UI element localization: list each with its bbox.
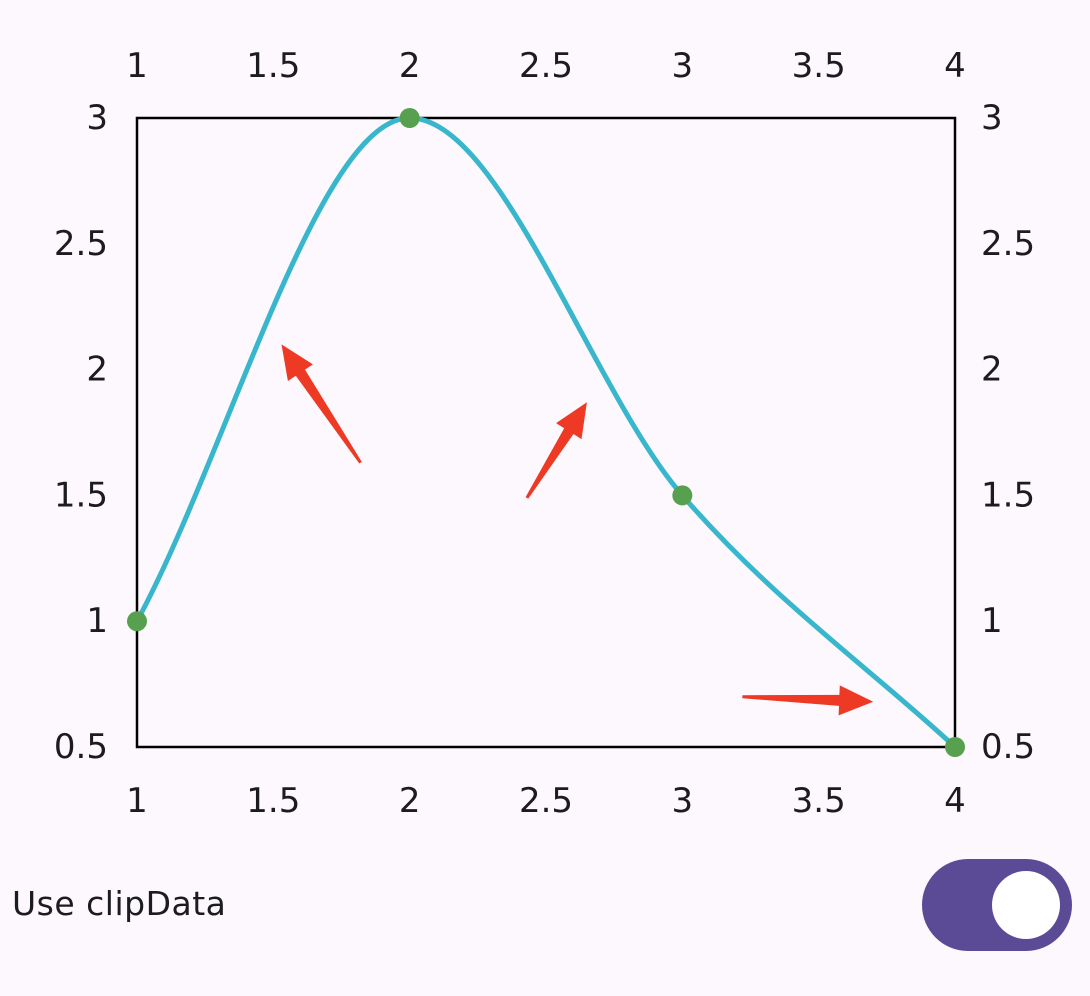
clip-data-switch[interactable] — [922, 859, 1072, 951]
plot-frame — [135, 116, 957, 749]
annotation-arrow-2 — [525, 402, 587, 499]
x-tick-label-top: 3.5 — [792, 46, 846, 86]
y-tick-label-left: 1.5 — [54, 475, 108, 515]
switch-thumb — [992, 871, 1060, 939]
line-chart: 1 1 1.5 1.5 2 2 2.5 2.5 3 3 3.5 3.5 4 4 0.5 0.5 1 1 1.5 1.5… — [54, 46, 1035, 821]
x-tick-label-bottom: 3 — [672, 781, 694, 821]
y-tick-label-right: 3 — [981, 98, 1003, 138]
annotation-layer — [281, 344, 874, 716]
x-tick-label-bottom: 3.5 — [792, 781, 846, 821]
x-tick-label-bottom: 1.5 — [246, 781, 300, 821]
series-line — [134, 115, 958, 750]
clip-data-label: Use clipData — [12, 884, 227, 923]
data-point-3 — [672, 485, 693, 506]
y-tick-label-right: 0.5 — [981, 727, 1035, 767]
y-tick-label-left: 3 — [86, 98, 108, 138]
x-tick-label-top: 1 — [126, 46, 148, 86]
y-tick-label-right: 1.5 — [981, 475, 1035, 515]
y-tick-label-left: 2.5 — [54, 224, 108, 264]
data-points — [127, 108, 965, 757]
y-tick-label-left: 1 — [86, 601, 108, 641]
data-point-2 — [399, 108, 420, 128]
x-tick-label-bottom: 1 — [126, 781, 148, 821]
x-tick-label-top: 4 — [944, 46, 966, 86]
data-point-4 — [945, 737, 965, 757]
data-point-1 — [127, 611, 147, 632]
y-tick-label-right: 2.5 — [981, 224, 1035, 264]
x-tick-label-top: 1.5 — [246, 46, 300, 86]
y-tick-label-left: 2 — [86, 350, 108, 390]
y-tick-label-left: 0.5 — [54, 727, 108, 767]
annotation-arrow-1 — [281, 344, 362, 464]
y-tick-label-right: 1 — [981, 601, 1003, 641]
annotation-arrow-3 — [742, 685, 874, 716]
x-tick-label-top: 2.5 — [519, 46, 573, 86]
x-tick-label-bottom: 4 — [944, 781, 966, 821]
x-tick-label-top: 3 — [672, 46, 694, 86]
clip-data-setting: Use clipData — [0, 850, 1090, 960]
x-tick-label-bottom: 2 — [399, 781, 421, 821]
y-tick-label-right: 2 — [981, 350, 1003, 390]
x-tick-label-top: 2 — [399, 46, 421, 86]
tick-labels: 1 1 1.5 1.5 2 2 2.5 2.5 3 3 3.5 3.5 4 4 0.5 0.5 1 1 1.5 1.5… — [54, 46, 1035, 821]
x-tick-label-bottom: 2.5 — [519, 781, 573, 821]
